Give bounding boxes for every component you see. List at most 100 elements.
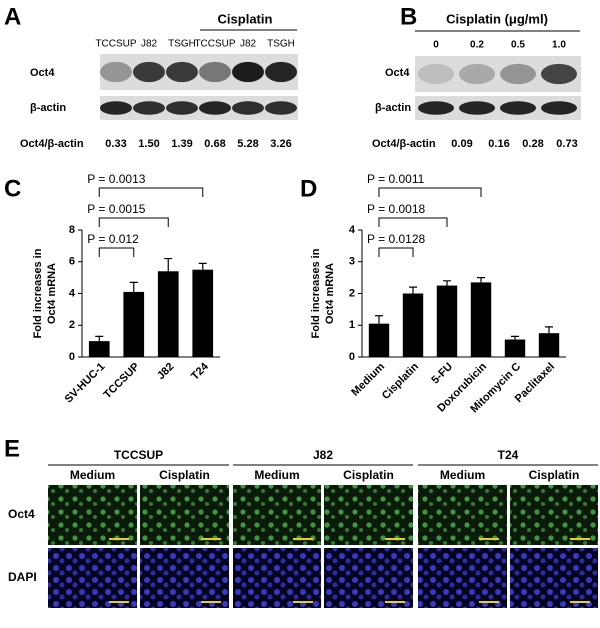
ratio: 0.68 (204, 138, 225, 150)
y-tick-label: 2 (69, 319, 75, 331)
band (459, 101, 495, 115)
x-tick-label: 5-FU (429, 361, 455, 387)
x-tick-label: SV-HUC-1 (63, 361, 108, 406)
lane-label: TCCSUP (194, 39, 235, 50)
ratio-label: Oct4/β-actin (20, 138, 84, 150)
micrograph (324, 548, 413, 608)
y-tick-label: 0 (349, 351, 355, 363)
band (418, 101, 454, 115)
bar (88, 341, 110, 357)
error-bar (511, 335, 519, 340)
error-bar (95, 335, 104, 342)
error-bar (164, 257, 173, 272)
p-value: P = 0.0128 (367, 232, 425, 246)
band (265, 101, 297, 115)
error-bar (545, 326, 553, 334)
bar (538, 333, 560, 357)
panel-label: E (4, 435, 20, 462)
micrograph (140, 548, 229, 608)
condition-label: Medium (254, 468, 299, 482)
y-tick-label: 6 (69, 256, 75, 268)
lane-label: 0 (433, 40, 439, 51)
y-tick-label: 4 (349, 224, 356, 236)
band (199, 101, 231, 115)
band (418, 63, 454, 85)
condition-label: Cisplatin (159, 468, 210, 482)
panel-label: C (4, 175, 21, 202)
band (166, 61, 198, 83)
lane-label: J82 (141, 39, 158, 50)
error-bar (477, 277, 485, 283)
significance-bracket (98, 187, 204, 197)
micrograph (48, 548, 137, 608)
y-axis-label: Fold increases in (310, 248, 322, 338)
ratio: 0.16 (488, 138, 509, 150)
p-value: P = 0.0013 (87, 172, 145, 186)
band (541, 101, 577, 115)
row-label: DAPI (8, 570, 37, 584)
lane-label: TCCSUP (95, 39, 136, 50)
band (100, 101, 132, 115)
band (265, 61, 297, 83)
bar (157, 271, 179, 357)
band (500, 63, 536, 85)
group-label: J82 (313, 448, 333, 462)
band (232, 61, 264, 83)
micrograph (510, 485, 598, 545)
condition-label: Cisplatin (529, 468, 580, 482)
lane-label: TSGH (267, 39, 295, 50)
significance-bracket (98, 217, 169, 227)
row-label: Oct4 (8, 507, 35, 521)
group-label: TCCSUP (114, 448, 163, 462)
p-value: P = 0.0011 (367, 172, 425, 186)
band (166, 101, 198, 115)
band (232, 101, 264, 115)
micrograph (510, 548, 598, 608)
ratio: 0.73 (556, 138, 577, 150)
group-label: T24 (498, 448, 519, 462)
x-tick-label: Cisplatin (380, 360, 422, 402)
band (500, 101, 536, 115)
band (199, 61, 231, 83)
band (100, 61, 132, 83)
ratio: 0.09 (451, 138, 472, 150)
y-tick-label: 8 (69, 224, 75, 236)
band (541, 63, 577, 85)
lane-label: J82 (240, 39, 257, 50)
band (133, 101, 165, 115)
condition-label: Cisplatin (343, 468, 394, 482)
bar (368, 323, 390, 357)
y-axis-label: Oct4 mRNA (324, 263, 336, 324)
micrograph (418, 485, 507, 545)
lane-label: TSGH (168, 39, 196, 50)
error-bar (129, 281, 138, 292)
p-value: P = 0.012 (87, 232, 139, 246)
y-tick-label: 3 (349, 256, 355, 268)
x-tick-label: T24 (189, 360, 212, 383)
lane-label: 0.2 (470, 40, 484, 51)
error-bar (409, 286, 417, 294)
condition-label: Medium (440, 468, 485, 482)
y-axis-label: Oct4 mRNA (46, 263, 58, 324)
row-label: Oct4 (385, 67, 410, 79)
bar (504, 339, 526, 357)
p-value: P = 0.0018 (367, 202, 425, 216)
band (133, 61, 165, 83)
ratio: 3.26 (270, 138, 291, 150)
ratio: 1.50 (138, 138, 159, 150)
ratio: 1.39 (171, 138, 192, 150)
error-bar (375, 315, 383, 324)
micrograph (418, 548, 507, 608)
significance-bracket (98, 247, 135, 257)
y-tick-label: 0 (69, 351, 75, 363)
y-axis-label: Fold increases in (32, 248, 44, 338)
error-bar (443, 280, 451, 286)
x-tick-label: J82 (155, 361, 176, 382)
bar (436, 285, 458, 357)
micrograph (233, 548, 321, 608)
panel-label: A (4, 3, 21, 30)
significance-bracket (378, 247, 414, 257)
panel-title: Cisplatin (μg/ml) (446, 11, 548, 26)
significance-bracket (378, 187, 482, 197)
significance-bracket (378, 217, 448, 227)
